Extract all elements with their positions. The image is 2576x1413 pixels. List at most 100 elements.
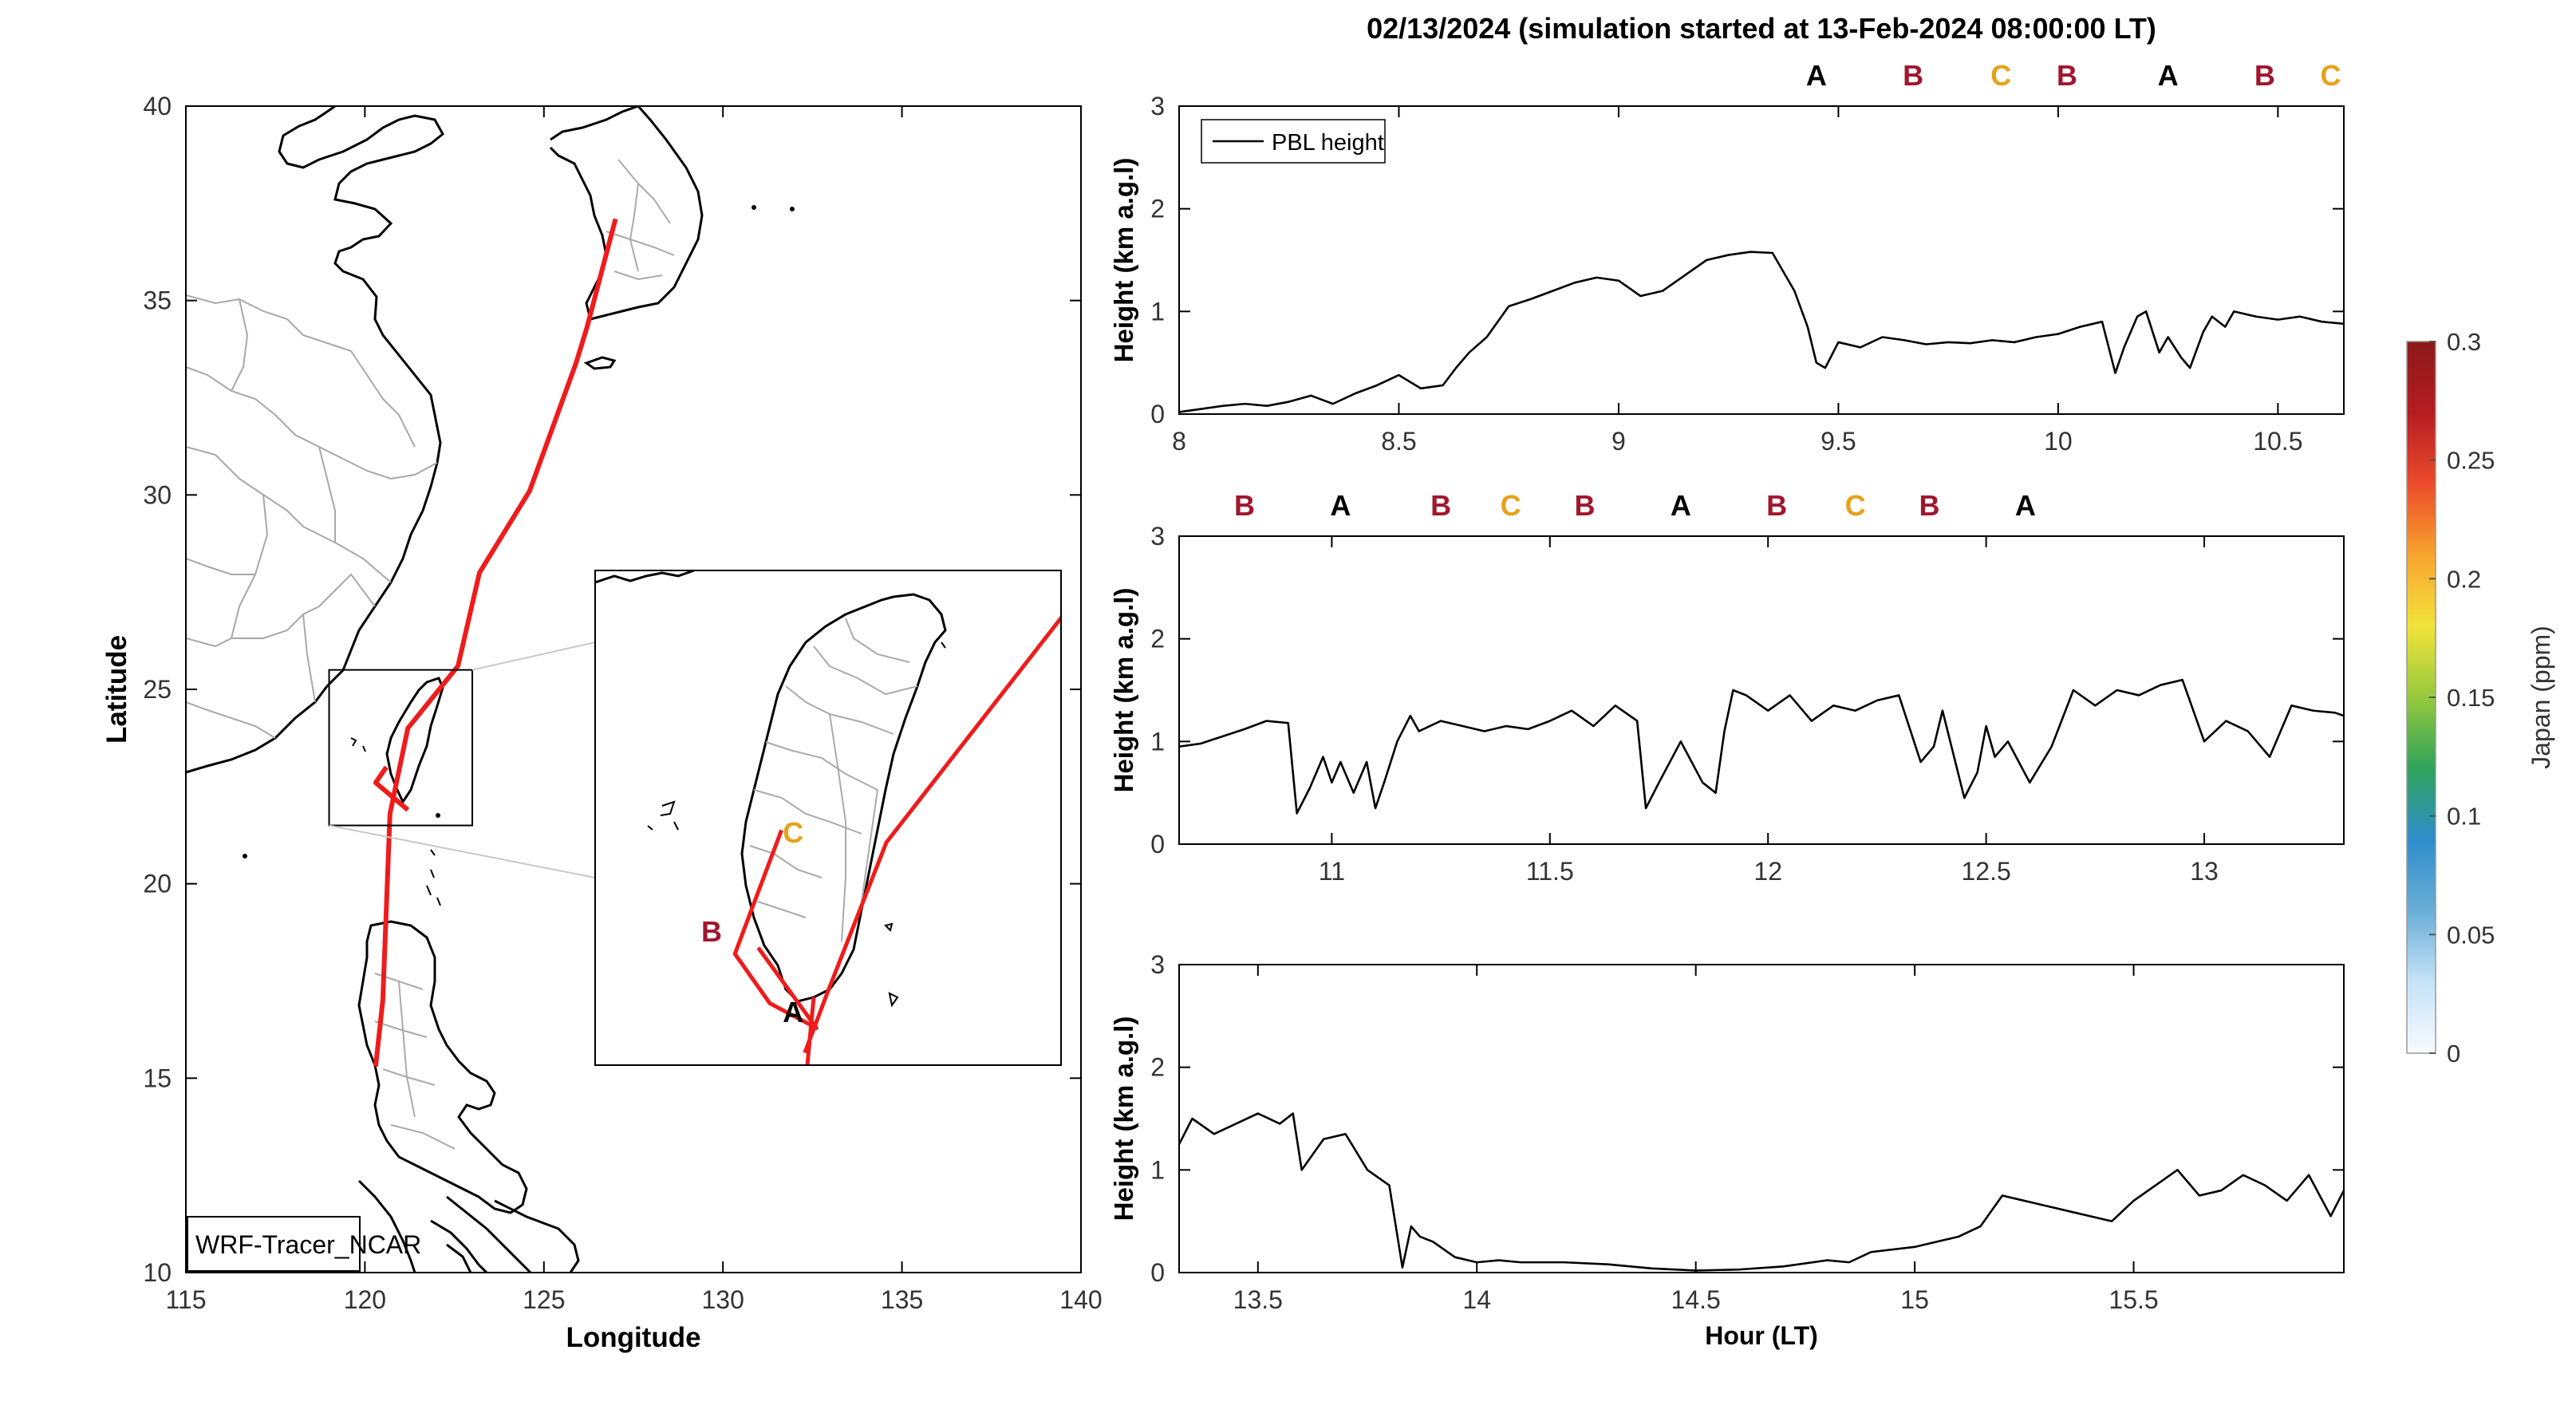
trajectory-point-label-a: A <box>1806 59 1827 92</box>
x-tick-label: 12.5 <box>1961 857 2010 886</box>
trajectory-point-label-b: B <box>1766 489 1787 522</box>
x-tick-label: 10 <box>2044 427 2073 456</box>
y-tick-label: 3 <box>1150 92 1165 120</box>
pbl-height-line <box>1179 251 2344 413</box>
colorbar-tick-label: 0.1 <box>2447 803 2481 831</box>
inset-label-c: C <box>783 816 803 849</box>
pbl-panel-3: 13.5 14 14.5 15 15.5 0 1 2 3 Height (km a.g.l) Hou… <box>1109 950 2345 1350</box>
trajectory-point-label-b: B <box>1903 59 1923 92</box>
trajectory-point-label-c: C <box>1501 489 1521 522</box>
map-x-tick-label: 125 <box>523 1285 565 1314</box>
x-tick-label: 13.5 <box>1233 1285 1283 1314</box>
x-tick-label: 11 <box>1319 857 1345 886</box>
x-tick-label: 12 <box>1753 857 1782 886</box>
scattered-islands <box>243 205 795 858</box>
trajectory-point-label-b: B <box>1430 489 1451 522</box>
figure-title: 02/13/2024 (simulation started at 13-Feb… <box>1367 12 2156 45</box>
trajectory-point-label-b: B <box>1919 489 1940 522</box>
map-x-tick-label: 140 <box>1059 1285 1102 1314</box>
map-x-tick-label: 130 <box>702 1285 744 1314</box>
philippines-southern-islands <box>357 1179 580 1273</box>
y-tick-label: 1 <box>1150 727 1165 756</box>
x-axis-label: Hour (LT) <box>1705 1321 1818 1350</box>
korea-coastline <box>549 106 704 321</box>
y-tick-label: 0 <box>1150 400 1165 428</box>
map-trajectory-coast <box>373 765 410 812</box>
china-province-borders <box>186 294 438 739</box>
y-tick-label: 3 <box>1150 522 1165 551</box>
trajectory-point-label-c: C <box>2320 59 2341 92</box>
inset-trajectory-coast <box>732 829 819 1030</box>
inset-panel: C B A <box>594 570 1062 1066</box>
penghu-islands <box>350 737 366 752</box>
map-x-tick-label: 115 <box>165 1285 206 1314</box>
y-tick-label: 1 <box>1150 1155 1165 1184</box>
colorbar-tick-label: 0.05 <box>2447 921 2495 949</box>
x-tick-label: 13 <box>2190 857 2219 886</box>
map-x-ticks: 115 120 125 130 135 140 <box>165 106 1103 1314</box>
map-x-tick-label: 120 <box>344 1285 386 1314</box>
legend-box <box>1201 119 1386 164</box>
inset-connector-top <box>471 641 596 671</box>
x-tick-label: 8.5 <box>1381 427 1416 456</box>
trajectory-point-label-b: B <box>1575 489 1596 522</box>
pbl-height-line <box>1179 678 2344 815</box>
inset-penghu <box>647 800 679 831</box>
trajectory-point-label-a: A <box>2015 489 2036 522</box>
trajectory-point-label-b: B <box>2254 59 2275 92</box>
x-tick-label: 14.5 <box>1671 1285 1721 1314</box>
map-trajectory-main <box>373 218 618 1068</box>
x-tick-label: 9.5 <box>1821 427 1856 456</box>
map-y-ticks: 10 15 20 25 30 35 40 <box>143 92 1081 1287</box>
panel-background <box>1179 965 2344 1273</box>
map-land <box>186 106 795 1273</box>
x-tick-label: 11.5 <box>1526 857 1574 886</box>
trajectory-point-label-b: B <box>2057 59 2077 92</box>
inset-lanyu <box>884 922 899 1008</box>
inset-connector-bottom <box>329 824 596 878</box>
inset-region-box <box>328 669 474 827</box>
china-coastline <box>186 106 444 774</box>
y-tick-label: 2 <box>1150 625 1165 653</box>
trajectory-point-label-a: A <box>2158 59 2179 92</box>
x-tick-label: 14 <box>1462 1285 1491 1314</box>
inset-trajectory-main <box>803 614 1061 1054</box>
panel-frame <box>1178 964 2345 1273</box>
panel-background <box>1179 536 2344 844</box>
x-tick-label: 8 <box>1172 427 1186 456</box>
map-y-tick-label: 20 <box>143 870 172 898</box>
panel-frame <box>1178 105 2345 415</box>
trajectory-point-label-b: B <box>1234 489 1255 522</box>
batanes-islands <box>426 849 441 906</box>
trajectory-point-label-a: A <box>1671 489 1691 522</box>
trajectory-point-label-c: C <box>1990 59 2011 92</box>
y-axis-label: Height (km a.g.l) <box>1109 158 1138 363</box>
colorbar-tick-label: 0 <box>2447 1040 2460 1068</box>
y-tick-label: 1 <box>1150 297 1165 326</box>
map-y-tick-label: 15 <box>143 1064 172 1092</box>
y-tick-label: 0 <box>1150 1258 1165 1287</box>
pbl-panel-1: 8 8.5 9 9.5 10 10.5 0 1 2 3 Height (km a.g.l) PBL h… <box>1109 59 2345 456</box>
map-y-tick-label: 10 <box>143 1258 172 1287</box>
inset-land <box>595 570 1061 1065</box>
inset-taiwan-borders <box>749 618 918 942</box>
panel-frame <box>1178 535 2345 845</box>
map-y-tick-label: 40 <box>143 92 172 120</box>
colorbar-tick-label: 0.3 <box>2447 328 2481 356</box>
korea-borders <box>606 159 675 281</box>
inset-frame <box>594 570 1062 1066</box>
map-x-tick-label: 135 <box>881 1285 923 1314</box>
colorbar-tick-label: 0.15 <box>2447 684 2495 712</box>
colorbar-tick-label: 0.2 <box>2447 565 2481 593</box>
inset-point-labels: C B A <box>701 816 803 1028</box>
model-label: WRF-Tracer_NCAR <box>195 1230 421 1259</box>
x-tick-label: 15.5 <box>2109 1285 2158 1314</box>
inset-trajectory-south-exit <box>805 997 816 1065</box>
map-y-tick-label: 25 <box>143 675 172 704</box>
colorbar-label: Japan (ppm) <box>2527 626 2555 769</box>
jeju-island <box>583 356 617 370</box>
map-y-tick-label: 30 <box>143 480 172 509</box>
map-y-tick-label: 35 <box>143 286 172 315</box>
